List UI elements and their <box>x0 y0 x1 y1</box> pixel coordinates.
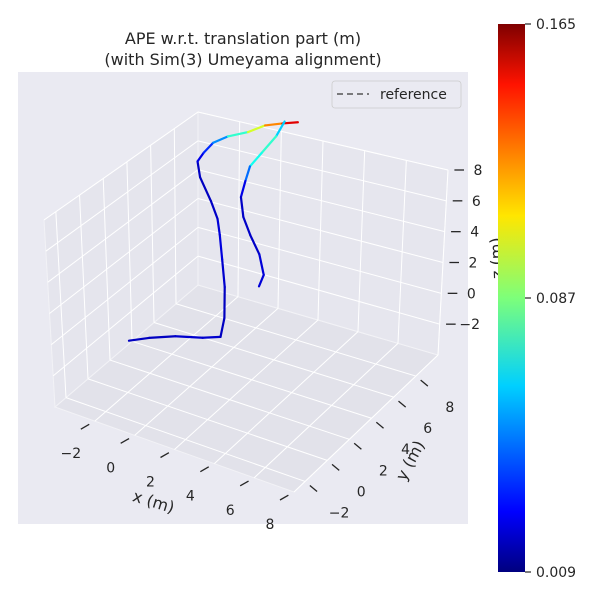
legend: reference <box>331 80 462 109</box>
chart-title-line-1: APE w.r.t. translation part (m) <box>125 29 361 48</box>
gridline-x-floor <box>213 331 359 465</box>
x-tick-label: 4 <box>186 489 195 505</box>
y-tick-mark <box>420 379 429 387</box>
trajectory-segment <box>258 253 265 277</box>
gridline-z-back <box>197 255 440 325</box>
gridline-z-back <box>197 226 442 294</box>
axes-3d-panes <box>43 111 449 493</box>
x-tick-mark <box>279 494 289 501</box>
colorbar-tick-label: 0.165 <box>536 17 576 33</box>
z-tick-label: 6 <box>472 194 481 210</box>
trajectory-segment <box>275 120 286 138</box>
gridline-y-floor <box>109 359 350 440</box>
y-tick-label: 0 <box>357 484 366 500</box>
gridline-x-floor <box>293 354 439 493</box>
gridline-z-left <box>43 111 199 221</box>
trajectory-segment <box>221 258 226 289</box>
legend-reference-label: reference <box>380 87 447 103</box>
x-tick-mark <box>200 466 210 473</box>
gridline-y-floor <box>87 378 328 461</box>
y-tick-mark <box>375 421 384 429</box>
z-tick-label: 2 <box>469 256 478 272</box>
gridline-y-floor <box>153 322 394 398</box>
trajectory-segment <box>242 215 252 237</box>
trajectory-segment <box>239 195 245 219</box>
trajectory-segment <box>209 199 219 220</box>
gridline-x-floor <box>94 296 239 422</box>
trajectory-segment <box>246 124 267 134</box>
gridline-y-floor <box>65 397 306 482</box>
y-tick-label: −2 <box>329 505 350 521</box>
trajectory-segment <box>248 151 263 168</box>
gridline-z-left <box>52 255 199 377</box>
trajectory-segment <box>219 316 226 338</box>
trajectory-segment <box>249 234 261 256</box>
trajectory-segment <box>216 217 221 236</box>
x-tick-mark <box>239 480 249 487</box>
gridline-z-left <box>49 198 199 314</box>
y-tick-mark <box>398 400 407 408</box>
y-tick-mark <box>331 463 340 471</box>
trajectory-segment <box>196 151 205 163</box>
gridline-x-floor <box>253 342 399 479</box>
gridline-y-floor <box>175 303 416 377</box>
x-tick-mark <box>80 423 90 430</box>
trajectory-segment <box>260 135 278 155</box>
y-tick-label: 2 <box>379 463 388 479</box>
gridline-z-back <box>197 140 447 202</box>
y-tick-mark <box>309 484 318 492</box>
legend-box <box>331 80 462 109</box>
trajectory-segment <box>196 160 202 179</box>
x-tick-label: −2 <box>61 446 82 462</box>
trajectory-segment <box>239 179 247 199</box>
trajectory-segment <box>244 165 252 183</box>
trajectory-segment <box>226 131 250 138</box>
z-tick-label: 0 <box>467 286 476 302</box>
gridline-z-left <box>51 226 199 346</box>
trajectory <box>127 120 299 342</box>
trajectory-segment <box>201 335 222 339</box>
chart-title-line-2: (with Sim(3) Umeyama alignment) <box>104 50 381 69</box>
y-tick-mark <box>353 442 362 450</box>
trajectory-segment <box>212 135 230 144</box>
gridline-y-floor <box>131 340 372 419</box>
x-tick-label: 8 <box>266 517 275 533</box>
colorbar-ticks: 0.009 0.087 0.165 <box>525 17 576 581</box>
trajectory-segment <box>147 335 177 340</box>
gridline-z-back <box>197 111 449 171</box>
x-tick-mark <box>120 437 130 444</box>
x-tick-mark <box>160 452 170 459</box>
x-tick-label: 0 <box>106 460 115 476</box>
y-tick-label: 6 <box>423 421 432 437</box>
trajectory-segment <box>263 122 284 127</box>
trajectory-segment <box>257 273 265 288</box>
gridline-z-left <box>45 140 199 252</box>
colorbar-tick-label: 0.009 <box>536 565 576 581</box>
gridline-z-left <box>47 169 199 283</box>
y-tick-label: 8 <box>445 400 454 416</box>
colorbar-tick-label: 0.087 <box>536 291 576 307</box>
colorbar <box>498 24 525 572</box>
z-tick-label: −2 <box>459 317 480 333</box>
y-tick-label: 4 <box>401 442 410 458</box>
gridline-z-back <box>197 169 445 233</box>
z-tick-label: 4 <box>470 225 479 241</box>
trajectory-segment <box>127 336 151 342</box>
trajectory-segment <box>218 233 224 261</box>
x-tick-label: 6 <box>226 503 235 519</box>
trajectory-segment <box>174 335 204 339</box>
z-tick-label: 8 <box>474 163 483 179</box>
grid-lines <box>43 111 449 493</box>
trajectory-segment <box>281 121 299 125</box>
trajectory-segment <box>198 176 213 203</box>
x-tick-label: 2 <box>146 475 155 491</box>
gridline-z-back <box>197 198 444 263</box>
trajectory-segment <box>202 141 215 154</box>
gridline-x-floor <box>134 307 279 436</box>
gridline-x-floor <box>174 319 319 450</box>
